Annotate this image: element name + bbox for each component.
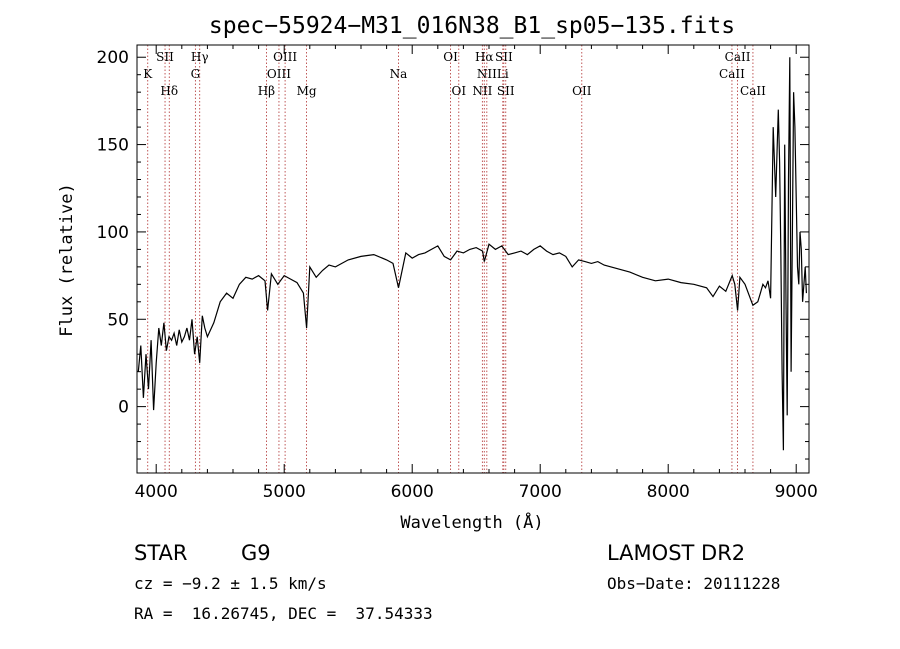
- observation-date: Obs−Date: 20111228: [607, 574, 780, 593]
- spectral-line-label: OI: [452, 84, 467, 98]
- redshift-cz: cz = −9.2 ± 1.5 km/s: [134, 574, 327, 593]
- x-tick-label: 4000: [135, 482, 178, 502]
- y-tick-label: 50: [107, 310, 129, 330]
- spectral-line-label: NII: [472, 84, 492, 98]
- object-type: STAR: [134, 541, 187, 565]
- spectral-line-label: CaII: [740, 84, 766, 98]
- chart-title: spec−55924−M31_016N38_B1_sp05−135.fits: [209, 13, 735, 39]
- spectral-line-label: Mg: [297, 84, 317, 98]
- spectral-line-markers: [147, 45, 754, 473]
- spectral-line-label: K: [143, 67, 153, 81]
- coordinates: RA = 16.26745, DEC = 37.54333: [134, 604, 433, 623]
- spectral-line-label: Na: [390, 67, 408, 81]
- y-axis: 0 50 100 150 200: [97, 48, 809, 460]
- spectral-line-label: Hβ: [258, 84, 275, 98]
- x-tick-label: 5000: [263, 482, 306, 502]
- x-axis: 4000 5000 6000 7000 8000 9000: [135, 45, 818, 502]
- spectral-line-label: NII: [477, 67, 497, 81]
- y-axis-label: Flux (relative): [57, 183, 77, 337]
- spectral-line-label: SII: [156, 50, 174, 64]
- spectral-line-label: Hγ: [191, 50, 209, 64]
- spectral-line-label: OII: [572, 84, 592, 98]
- y-tick-label: 150: [97, 136, 129, 156]
- spectral-line-label: CaII: [725, 50, 751, 64]
- spectral-line-label: Hδ: [160, 84, 178, 98]
- plot-frame: [136, 44, 810, 474]
- survey-name: LAMOST DR2: [607, 541, 745, 565]
- spectral-line-label: OIII: [273, 50, 297, 64]
- x-tick-label: 7000: [519, 482, 562, 502]
- object-subclass: G9: [241, 541, 271, 565]
- y-tick-label: 200: [97, 48, 129, 68]
- spectral-line-label: Li: [497, 67, 509, 81]
- spectral-line-label: OIII: [267, 67, 291, 81]
- spectral-line-label: CaII: [719, 67, 745, 81]
- x-axis-label: Wavelength (Å): [400, 511, 543, 533]
- y-tick-label: 100: [97, 223, 129, 243]
- x-tick-label: 8000: [647, 482, 690, 502]
- spectral-line-label: SII: [495, 50, 513, 64]
- spectral-line-label: G: [191, 67, 201, 81]
- x-tick-label: 6000: [391, 482, 434, 502]
- spectral-line-label: SII: [497, 84, 515, 98]
- spectrum-series-line: [137, 57, 807, 451]
- spectral-line-label: Hα: [475, 50, 494, 64]
- spectral-line-label: OI: [443, 50, 458, 64]
- x-tick-label: 9000: [775, 482, 818, 502]
- y-tick-label: 0: [118, 398, 129, 418]
